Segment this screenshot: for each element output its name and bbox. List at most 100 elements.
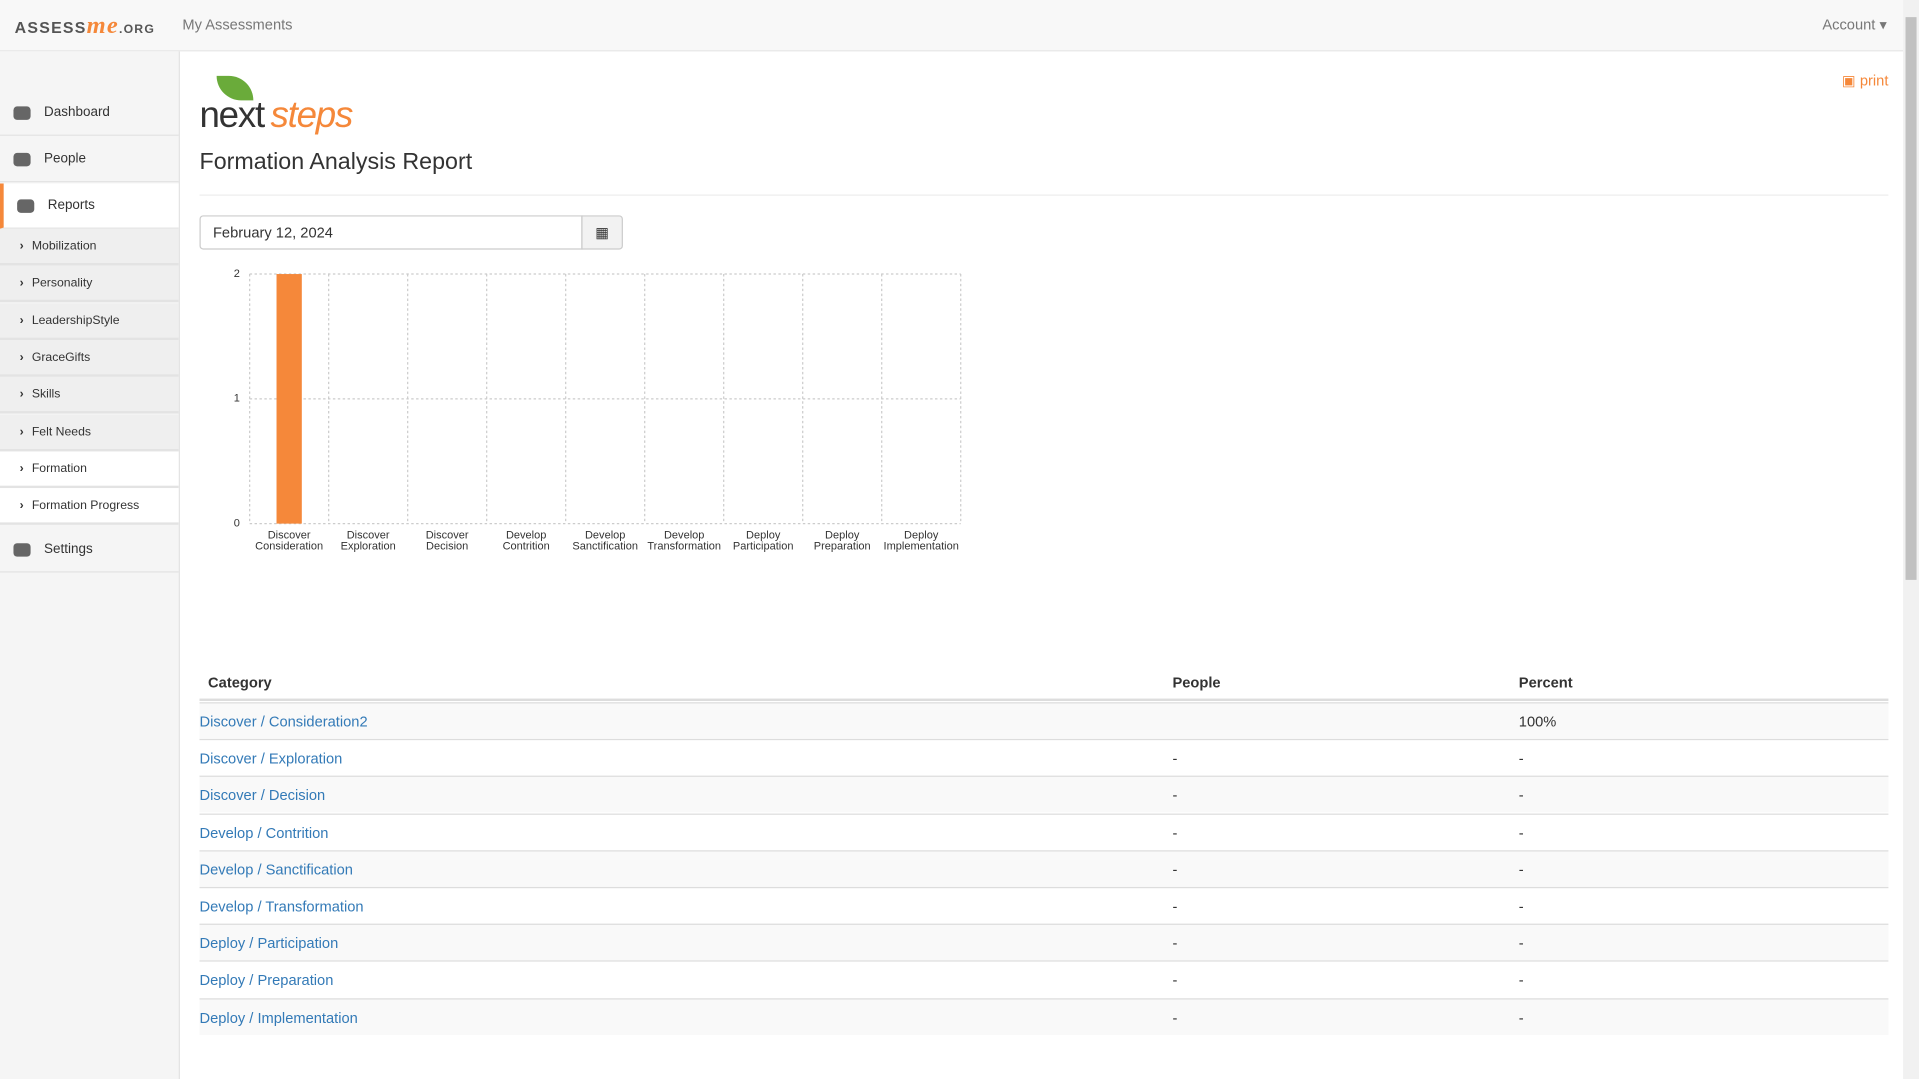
print-label: print xyxy=(1859,72,1889,90)
x-tick-label: Develop Contrition xyxy=(502,528,550,552)
chevron: › xyxy=(19,313,24,328)
table-cell: - xyxy=(1518,824,1524,842)
x-tick-label: Discover Decision xyxy=(425,528,469,552)
table-row: Develop / Sanctification - - xyxy=(199,850,1889,887)
table-cell: - xyxy=(1172,861,1178,879)
brand[interactable]: ASSESSme.ORG xyxy=(15,12,155,40)
table-row: Develop / Contrition - - xyxy=(199,813,1889,850)
sidebar-sublabel: GraceGifts xyxy=(31,350,91,365)
sidebar-sublabel: Skills xyxy=(31,388,61,402)
sidebar-subitem[interactable]: › LeadershipStyle xyxy=(0,302,179,340)
table-cell: - xyxy=(1172,787,1178,805)
sidebar-icon xyxy=(17,199,35,213)
sidebar-subitem[interactable]: › GraceGifts xyxy=(0,339,179,377)
table-row: Discover / Consideration2 100% xyxy=(199,702,1889,739)
nav-link[interactable]: My Assessments xyxy=(182,15,293,34)
table-cell[interactable]: Discover / Exploration xyxy=(199,750,343,768)
table-cell: - xyxy=(1518,861,1524,879)
sidebar: Dashboard People Reports › Mobilization › Pers… xyxy=(0,51,180,1079)
scroll-thumb[interactable] xyxy=(1905,17,1917,580)
scrollbar[interactable] xyxy=(1903,0,1919,1079)
date-value: February 12, 2024 xyxy=(212,223,333,242)
sidebar-label: People xyxy=(44,151,86,167)
sidebar-icon xyxy=(13,106,31,120)
table-cell[interactable]: Deploy / Implementation xyxy=(199,1008,358,1026)
sidebar-sublabel: Felt Needs xyxy=(31,425,92,439)
table-cell[interactable]: 2 xyxy=(359,713,368,731)
account-menu[interactable]: Account ▾ xyxy=(1822,15,1887,34)
sidebar-sublabel: LeadershipStyle xyxy=(31,313,120,328)
sidebar-sublabel: Formation Progress xyxy=(31,499,140,513)
header-cell: People xyxy=(1172,674,1221,692)
chevron: › xyxy=(19,239,24,254)
sidebar-item[interactable]: Reports xyxy=(0,183,179,229)
table-cell: - xyxy=(1518,971,1524,989)
sidebar-label: Dashboard xyxy=(44,105,110,120)
calendar-button[interactable]: ▦ xyxy=(581,215,623,250)
logo-text: next xyxy=(199,95,265,136)
sidebar-subitem[interactable]: › Personality xyxy=(0,265,179,303)
table-cell[interactable]: Discover / Decision xyxy=(199,787,326,805)
bar xyxy=(276,274,302,524)
table-row: Discover / Decision - - xyxy=(199,776,1889,813)
table-row: Deploy / Preparation - - xyxy=(199,960,1889,998)
sidebar-subitem[interactable]: › Felt Needs xyxy=(0,414,179,451)
chevron: › xyxy=(19,350,24,365)
table-cell: - xyxy=(1172,897,1178,916)
table-row: Develop / Transformation - - xyxy=(199,886,1889,924)
chevron: › xyxy=(19,425,24,439)
table-cell: - xyxy=(1172,1008,1178,1026)
x-tick-label: Discover Consideration xyxy=(255,528,324,552)
sidebar-label: Settings xyxy=(44,541,93,557)
sidebar-item[interactable]: Settings xyxy=(0,527,179,573)
table-cell: - xyxy=(1172,971,1178,989)
table-cell: - xyxy=(1172,750,1178,768)
sidebar-sublabel: Mobilization xyxy=(31,239,97,254)
x-tick-label: Deploy Preparation xyxy=(813,528,871,552)
print-link[interactable]: ▣ print xyxy=(1841,72,1889,90)
chevron: › xyxy=(19,388,24,402)
table-cell: - xyxy=(1518,787,1524,805)
sidebar-subitem[interactable]: › Skills xyxy=(0,377,179,414)
logo-text: steps xyxy=(270,95,353,136)
report-title: Formation Analysis Report xyxy=(199,149,473,175)
table-cell: - xyxy=(1518,1008,1524,1026)
y-tick-label: 2 xyxy=(234,268,240,280)
logo: next steps xyxy=(199,71,358,140)
chevron: › xyxy=(19,462,24,476)
table-cell[interactable]: Develop / Contrition xyxy=(199,824,329,842)
sidebar-subitem[interactable]: › Formation xyxy=(0,451,179,488)
table-cell[interactable]: Deploy / Preparation xyxy=(199,971,334,989)
y-tick-label: 0 xyxy=(234,518,240,530)
sidebar-subitem[interactable]: › Mobilization xyxy=(0,228,179,266)
table-cell: - xyxy=(1518,897,1524,916)
table-cell: 100% xyxy=(1518,713,1557,731)
sidebar-icon xyxy=(13,543,31,557)
sidebar-label: Reports xyxy=(47,198,95,213)
sidebar-item[interactable]: People xyxy=(0,137,179,183)
x-tick-label: Deploy Participation xyxy=(732,528,794,552)
table-row: Deploy / Participation - - xyxy=(199,923,1889,961)
table-cell[interactable]: Develop / Transformation xyxy=(199,897,364,916)
table-cell: - xyxy=(1518,934,1524,953)
table-cell[interactable]: Deploy / Participation xyxy=(199,934,339,953)
x-tick-label: Develop Sanctification xyxy=(572,528,638,552)
table-cell[interactable]: Develop / Sanctification xyxy=(199,861,353,879)
sidebar-sublabel: Personality xyxy=(31,276,93,291)
table-row: Deploy / Implementation - - xyxy=(199,997,1889,1035)
divider xyxy=(199,194,1889,196)
table-cell: - xyxy=(1518,750,1524,768)
brand-part: ASSESS xyxy=(14,18,87,37)
x-tick-label: Develop Transformation xyxy=(647,528,722,552)
navbar: ASSESSme.ORG My Assessments Account ▾ xyxy=(0,0,1904,52)
date-input[interactable]: February 12, 2024 xyxy=(199,215,583,250)
sidebar-item[interactable]: Dashboard xyxy=(0,91,179,136)
chevron: › xyxy=(19,276,24,291)
brand-part: me xyxy=(86,12,119,40)
chart: 0 1 2 xyxy=(234,268,962,530)
table-cell[interactable]: Discover / Consideration xyxy=(199,713,360,731)
sidebar-subitem[interactable]: › Formation Progress xyxy=(0,488,179,525)
sidebar-sublabel: Formation xyxy=(31,462,87,476)
